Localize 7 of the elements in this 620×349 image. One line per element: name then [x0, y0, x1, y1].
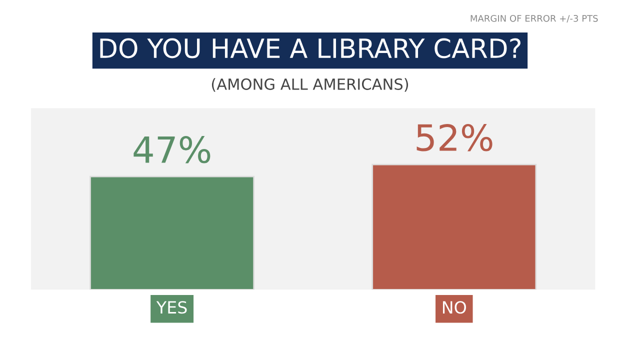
data-label: 47%: [134, 136, 210, 164]
x-tick-label: NO: [442, 301, 466, 314]
data-label: 52%: [416, 124, 492, 152]
text: MARGIN OF ERROR +/-3 PTS: [470, 14, 598, 23]
x-tick-label: YES: [156, 301, 187, 314]
chart-subtitle: (AMONG ALL AMERICANS): [212, 78, 408, 92]
chart-title: DO YOU HAVE A LIBRARY CARD?: [100, 38, 520, 58]
